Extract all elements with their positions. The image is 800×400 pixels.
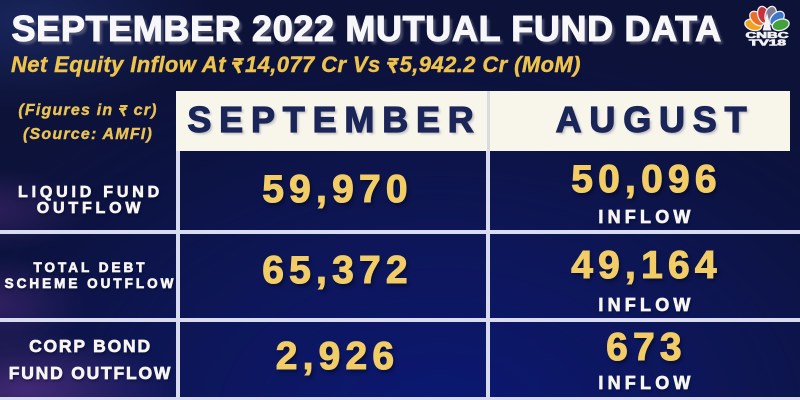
svg-text:CNBC: CNBC [746, 31, 790, 40]
svg-text:TV18: TV18 [749, 39, 787, 48]
